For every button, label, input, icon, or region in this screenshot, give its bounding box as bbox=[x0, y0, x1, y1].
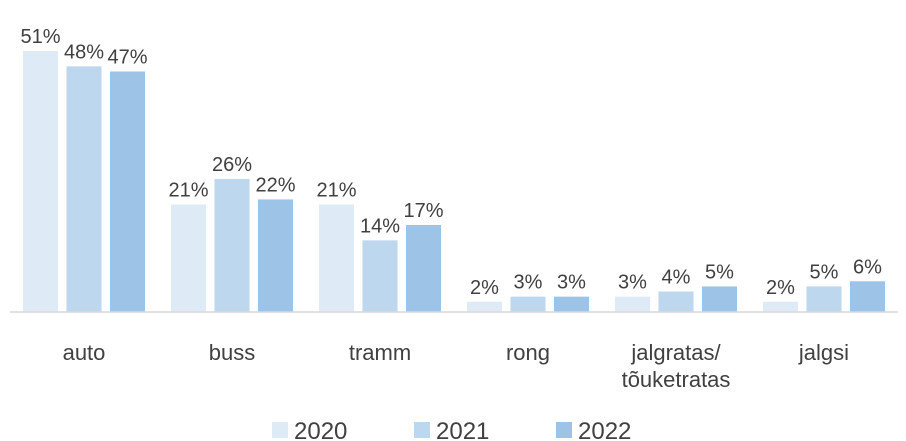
legend-swatch bbox=[556, 422, 572, 438]
legend-label: 2020 bbox=[294, 418, 347, 441]
value-label: 22% bbox=[255, 174, 295, 196]
value-label: 47% bbox=[107, 46, 147, 68]
legend-label: 2021 bbox=[436, 418, 489, 441]
value-label: 4% bbox=[662, 267, 691, 289]
x-tick-label: buss bbox=[208, 340, 256, 365]
bar bbox=[763, 301, 798, 312]
value-label: 3% bbox=[514, 272, 543, 294]
bar bbox=[171, 204, 206, 312]
value-label: 5% bbox=[810, 261, 839, 283]
bar bbox=[23, 51, 58, 312]
x-tick-label: jalgratas/ tõuketratas bbox=[621, 340, 731, 392]
value-label: 51% bbox=[20, 26, 60, 48]
bar bbox=[362, 240, 398, 312]
value-label: 5% bbox=[705, 261, 734, 283]
legend-label: 2022 bbox=[578, 418, 631, 441]
bar bbox=[258, 199, 293, 312]
value-label: 21% bbox=[168, 180, 208, 202]
value-label: 2% bbox=[470, 277, 499, 299]
bar bbox=[510, 296, 546, 312]
value-label: 3% bbox=[557, 272, 586, 294]
bar bbox=[110, 71, 145, 313]
value-label: 6% bbox=[853, 256, 882, 278]
bar bbox=[554, 296, 589, 312]
value-label: 14% bbox=[360, 215, 400, 237]
x-tick-label: rong bbox=[505, 340, 551, 365]
bar bbox=[406, 225, 441, 312]
bar bbox=[850, 281, 885, 312]
value-label: 17% bbox=[403, 200, 443, 222]
bar bbox=[214, 178, 250, 312]
bar bbox=[658, 291, 694, 312]
x-tick-label: auto bbox=[62, 340, 106, 365]
value-label: 48% bbox=[64, 41, 104, 63]
bar bbox=[467, 301, 502, 312]
legend-swatch bbox=[414, 422, 430, 438]
bar bbox=[806, 286, 842, 312]
value-label: 26% bbox=[212, 154, 252, 176]
bar bbox=[66, 66, 102, 313]
legend-swatch bbox=[272, 422, 288, 438]
x-tick-label: tramm bbox=[348, 340, 412, 365]
bar bbox=[319, 204, 354, 312]
value-label: 21% bbox=[316, 180, 356, 202]
x-tick-label: jalgsi bbox=[798, 340, 850, 365]
value-label: 2% bbox=[766, 277, 795, 299]
bar bbox=[615, 296, 650, 312]
value-label: 3% bbox=[618, 272, 647, 294]
bar bbox=[702, 286, 737, 312]
